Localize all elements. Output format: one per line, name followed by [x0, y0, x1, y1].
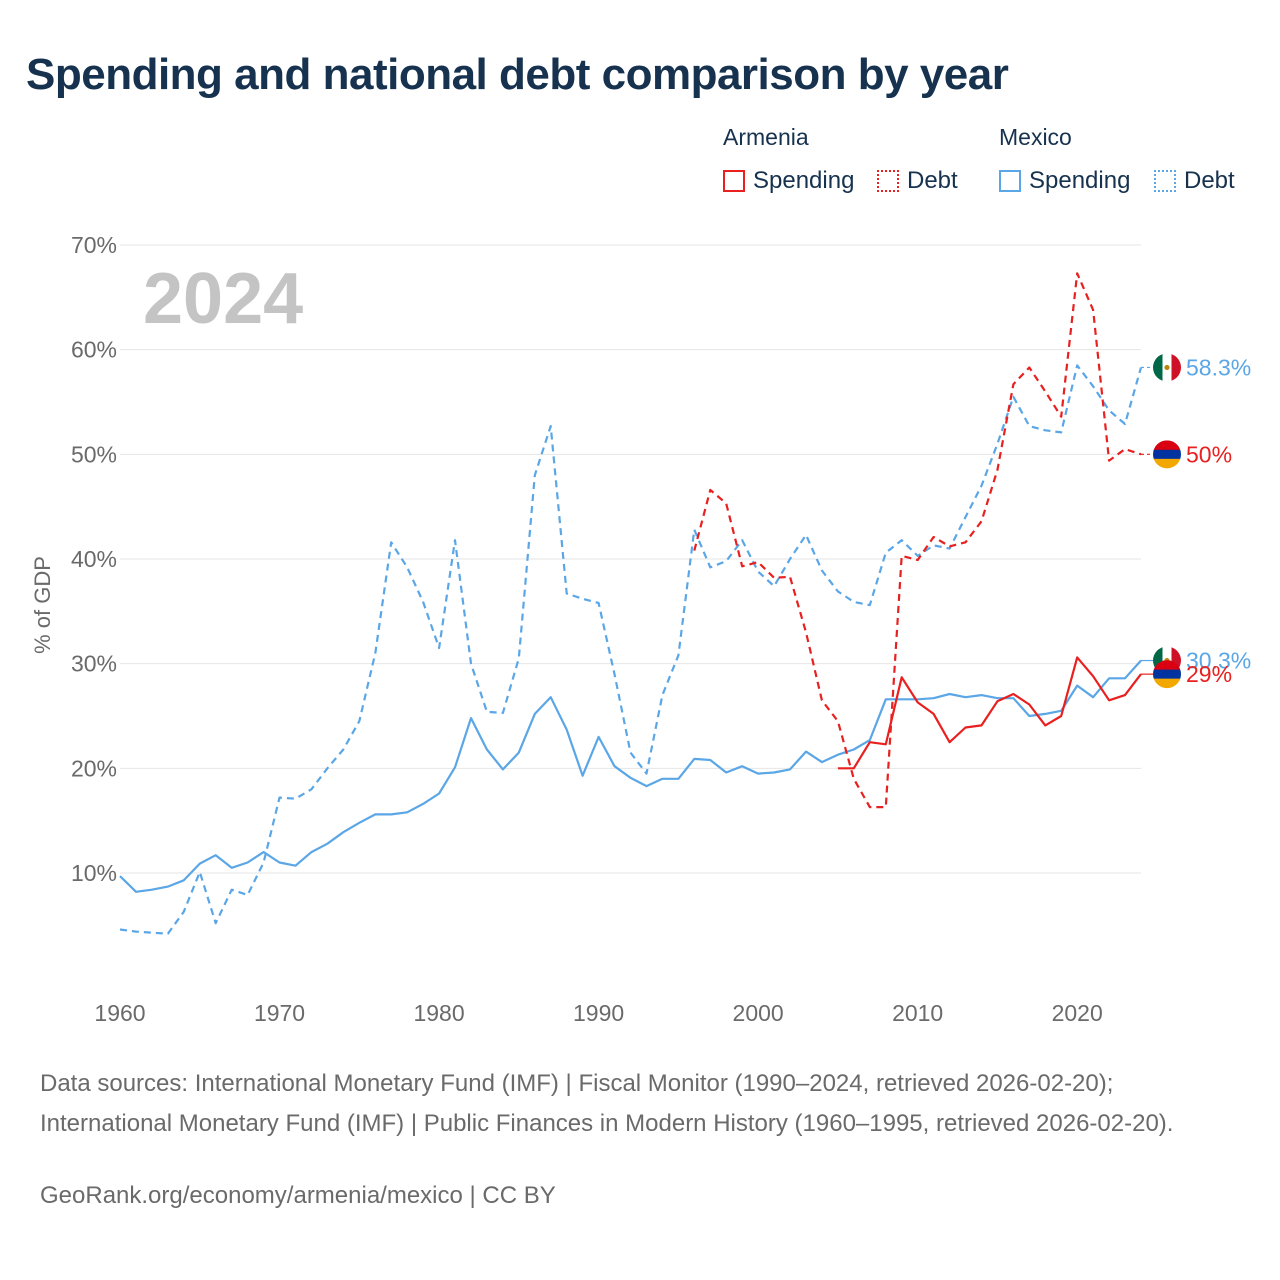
legend-mexico-spending[interactable]: Spending — [999, 166, 1130, 196]
data-sources: Data sources: International Monetary Fun… — [40, 1070, 1174, 1137]
year-watermark: 2024 — [143, 259, 303, 339]
legend-swatch-dotted-icon — [1154, 170, 1176, 192]
legend-armenia-debt[interactable]: Debt — [877, 166, 958, 196]
legend-swatch-dotted-icon — [877, 170, 899, 192]
x-tick-label: 1980 — [413, 1000, 464, 1026]
y-tick-label: 70% — [71, 232, 117, 258]
series-armenia-debt[interactable] — [693, 272, 1142, 809]
legend-label: Debt — [1184, 167, 1235, 194]
y-tick-label: 20% — [71, 755, 117, 781]
legend-swatch-solid-icon — [999, 170, 1021, 192]
legend-armenia-spending[interactable]: Spending — [723, 166, 854, 196]
legend-group-armenia: Armenia — [723, 124, 809, 150]
series-mexico-debt[interactable] — [119, 364, 1143, 935]
chart-title: Spending and national debt comparison by… — [26, 50, 1009, 99]
armenia-flag-icon — [1153, 440, 1181, 469]
legend-swatch-solid-icon — [723, 170, 745, 192]
y-axis-label: % of GDP — [30, 556, 55, 654]
end-labels: 58.3% 30.3% 50% 29% — [1141, 353, 1251, 689]
mexico-flag-icon — [1153, 353, 1181, 382]
gridlines — [120, 244, 1141, 874]
series-armenia-spending[interactable] — [837, 656, 1142, 770]
y-tick-label: 40% — [71, 546, 117, 572]
series-lines — [119, 272, 1143, 935]
legend-mexico-debt[interactable]: Debt — [1154, 166, 1235, 196]
end-value-label: 50% — [1186, 441, 1232, 467]
armenia-flag-icon — [1153, 660, 1181, 689]
end-value-label: 29% — [1186, 661, 1232, 687]
legend-group-mexico: Mexico — [999, 124, 1072, 150]
line-chart: 2024 % of GDP 10% 20% 30% 40% 50% 60% 70% 1960… — [30, 232, 1251, 1026]
legend-label: Spending — [1029, 167, 1131, 194]
y-tick-label: 30% — [71, 651, 117, 677]
x-tick-label: 2020 — [1052, 1000, 1103, 1026]
legend-label: Debt — [907, 167, 958, 194]
end-value-label: 58.3% — [1186, 354, 1251, 380]
x-tick-label: 1970 — [254, 1000, 305, 1026]
x-tick-label: 2010 — [892, 1000, 943, 1026]
y-tick-label: 10% — [71, 860, 117, 886]
legend-label: Spending — [753, 167, 855, 194]
x-tick-label: 1960 — [94, 1000, 145, 1026]
credit-link[interactable]: GeoRank.org/economy/armenia/mexico | CC … — [40, 1182, 556, 1209]
series-mexico-spending[interactable] — [119, 659, 1142, 893]
x-tick-label: 2000 — [733, 1000, 784, 1026]
x-axis: 1960 1970 1980 1990 2000 2010 2020 — [94, 1000, 1102, 1026]
end-value-label: 30.3% — [1186, 648, 1251, 674]
y-axis: 10% 20% 30% 40% 50% 60% 70% — [71, 232, 117, 886]
y-tick-label: 60% — [71, 337, 117, 363]
x-tick-label: 1990 — [573, 1000, 624, 1026]
y-tick-label: 50% — [71, 441, 117, 467]
